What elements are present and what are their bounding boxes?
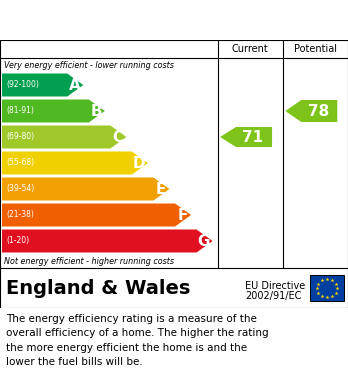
Text: E: E: [156, 181, 166, 197]
Text: (69-80): (69-80): [6, 133, 34, 142]
Polygon shape: [2, 151, 148, 174]
Text: (21-38): (21-38): [6, 210, 34, 219]
Text: 2002/91/EC: 2002/91/EC: [245, 291, 301, 301]
Text: (92-100): (92-100): [6, 81, 39, 90]
Text: (39-54): (39-54): [6, 185, 34, 194]
Polygon shape: [2, 126, 126, 149]
Text: A: A: [69, 77, 80, 93]
Bar: [310, 275, 344, 301]
Text: Current: Current: [232, 44, 268, 54]
Polygon shape: [2, 99, 105, 122]
Text: England & Wales: England & Wales: [6, 278, 190, 298]
Text: D: D: [132, 156, 145, 170]
Polygon shape: [2, 203, 191, 226]
Text: F: F: [177, 208, 188, 222]
Polygon shape: [2, 74, 83, 97]
Text: C: C: [112, 129, 124, 145]
Text: EU Directive: EU Directive: [245, 281, 305, 291]
Text: (55-68): (55-68): [6, 158, 34, 167]
Polygon shape: [2, 230, 213, 253]
Text: 71: 71: [243, 129, 263, 145]
Text: Very energy efficient - lower running costs: Very energy efficient - lower running co…: [4, 61, 174, 70]
Text: 78: 78: [308, 104, 329, 118]
Text: Not energy efficient - higher running costs: Not energy efficient - higher running co…: [4, 256, 174, 265]
Text: B: B: [90, 104, 102, 118]
Text: G: G: [197, 233, 209, 249]
Text: (1-20): (1-20): [6, 237, 29, 246]
Text: (81-91): (81-91): [6, 106, 34, 115]
Text: Potential: Potential: [294, 44, 337, 54]
Polygon shape: [220, 127, 272, 147]
Polygon shape: [2, 178, 169, 201]
Text: Energy Efficiency Rating: Energy Efficiency Rating: [8, 10, 229, 25]
Polygon shape: [285, 100, 337, 122]
Text: The energy efficiency rating is a measure of the
overall efficiency of a home. T: The energy efficiency rating is a measur…: [6, 314, 269, 367]
